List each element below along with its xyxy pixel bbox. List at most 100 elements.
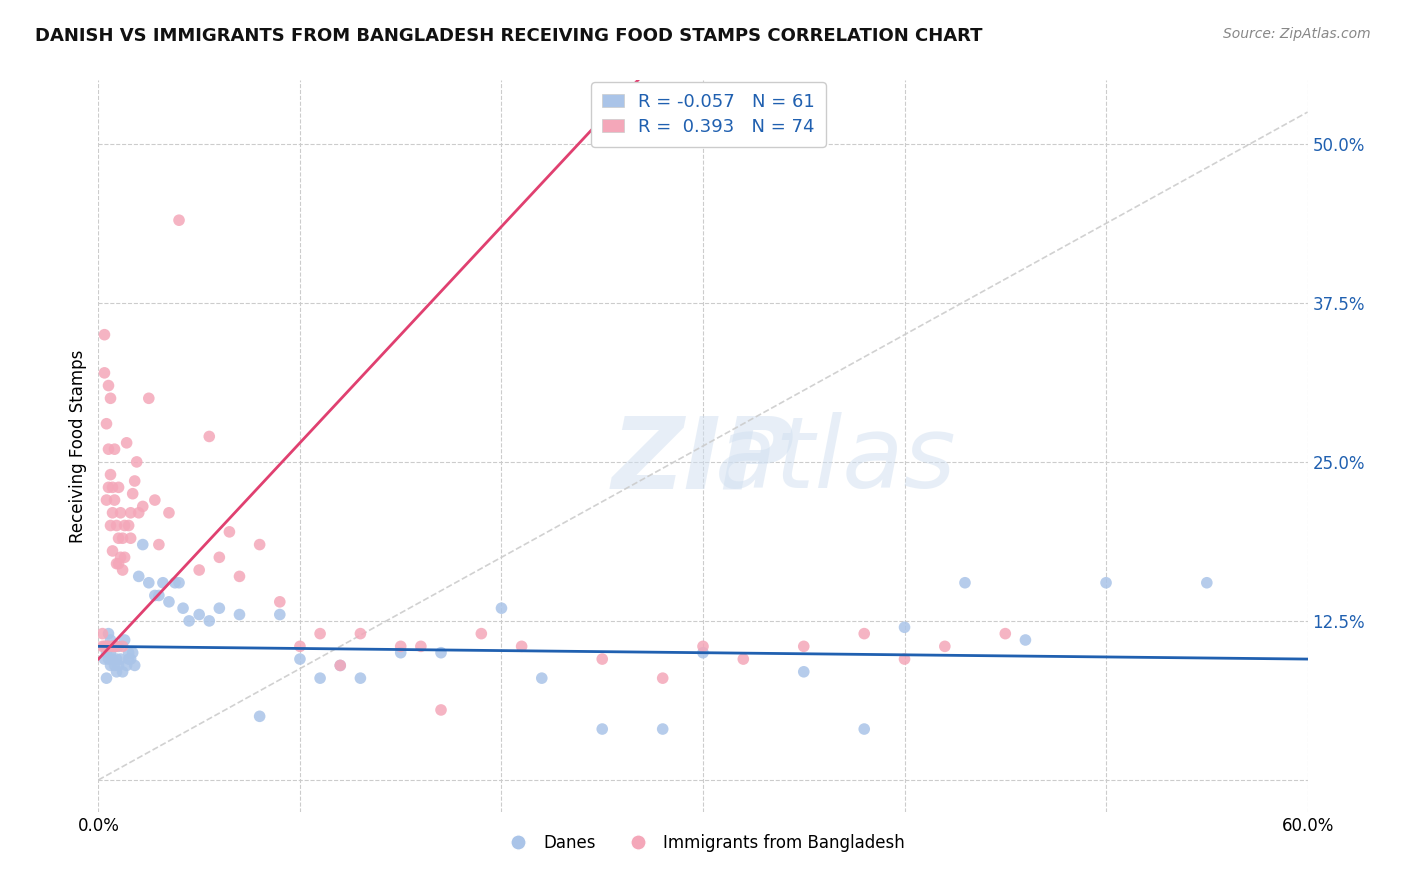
Point: [105, 652, 128, 666]
Point: [893, 620, 915, 634]
Point: [208, 601, 231, 615]
Point: [97, 378, 120, 392]
Point: [793, 640, 815, 654]
Point: [143, 493, 166, 508]
Point: [143, 589, 166, 603]
Point: [157, 595, 180, 609]
Point: [198, 614, 221, 628]
Point: [105, 518, 128, 533]
Point: [101, 480, 124, 494]
Point: [96, 640, 118, 654]
Point: [228, 569, 250, 583]
Point: [96, 646, 118, 660]
Point: [101, 640, 124, 654]
Point: [118, 518, 141, 533]
Point: [288, 640, 311, 654]
Point: [430, 646, 453, 660]
Point: [103, 658, 125, 673]
Point: [100, 392, 122, 406]
Point: [103, 640, 125, 654]
Point: [111, 563, 134, 577]
Point: [118, 646, 141, 660]
Point: [114, 518, 136, 533]
Point: [651, 671, 673, 685]
Point: [120, 652, 142, 666]
Point: [389, 646, 412, 660]
Point: [329, 658, 352, 673]
Point: [208, 550, 231, 565]
Point: [591, 722, 613, 736]
Point: [107, 658, 129, 673]
Point: [167, 575, 190, 590]
Point: [97, 480, 120, 494]
Point: [115, 658, 138, 673]
Point: [93, 327, 115, 342]
Point: [93, 366, 115, 380]
Point: [163, 575, 186, 590]
Point: [269, 607, 291, 622]
Point: [510, 640, 533, 654]
Point: [1014, 632, 1036, 647]
Point: [198, 429, 221, 443]
Point: [111, 531, 134, 545]
Point: [934, 640, 956, 654]
Point: [793, 665, 815, 679]
Point: [114, 550, 136, 565]
Point: [105, 665, 128, 679]
Point: [853, 722, 876, 736]
Text: Source: ZipAtlas.com: Source: ZipAtlas.com: [1223, 27, 1371, 41]
Point: [111, 640, 134, 654]
Text: atlas: atlas: [716, 412, 957, 509]
Point: [329, 658, 352, 673]
Point: [96, 493, 118, 508]
Point: [249, 709, 271, 723]
Point: [994, 626, 1017, 640]
Point: [100, 658, 122, 673]
Point: [249, 538, 271, 552]
Point: [97, 442, 120, 457]
Point: [97, 640, 120, 654]
Point: [124, 474, 146, 488]
Point: [152, 575, 174, 590]
Point: [157, 506, 180, 520]
Point: [138, 575, 160, 590]
Point: [228, 607, 250, 622]
Point: [103, 640, 125, 654]
Point: [491, 601, 513, 615]
Point: [853, 626, 876, 640]
Point: [107, 480, 129, 494]
Point: [132, 500, 155, 514]
Point: [97, 626, 120, 640]
Point: [115, 435, 138, 450]
Point: [179, 614, 201, 628]
Point: [409, 640, 432, 654]
Point: [118, 652, 141, 666]
Point: [91, 640, 114, 654]
Point: [309, 671, 332, 685]
Point: [132, 538, 155, 552]
Point: [96, 417, 118, 431]
Point: [651, 722, 673, 736]
Point: [91, 626, 114, 640]
Point: [110, 652, 132, 666]
Point: [167, 213, 190, 227]
Point: [100, 632, 122, 647]
Point: [430, 703, 453, 717]
Point: [107, 640, 129, 654]
Point: [148, 589, 170, 603]
Text: DANISH VS IMMIGRANTS FROM BANGLADESH RECEIVING FOOD STAMPS CORRELATION CHART: DANISH VS IMMIGRANTS FROM BANGLADESH REC…: [35, 27, 983, 45]
Point: [733, 652, 755, 666]
Point: [349, 626, 371, 640]
Point: [105, 557, 128, 571]
Text: ZIP: ZIP: [612, 412, 794, 509]
Point: [188, 563, 211, 577]
Point: [93, 652, 115, 666]
Point: [107, 531, 129, 545]
Point: [269, 595, 291, 609]
Point: [121, 486, 143, 500]
Point: [97, 652, 120, 666]
Point: [1095, 575, 1118, 590]
Point: [893, 652, 915, 666]
Point: [100, 518, 122, 533]
Point: [96, 671, 118, 685]
